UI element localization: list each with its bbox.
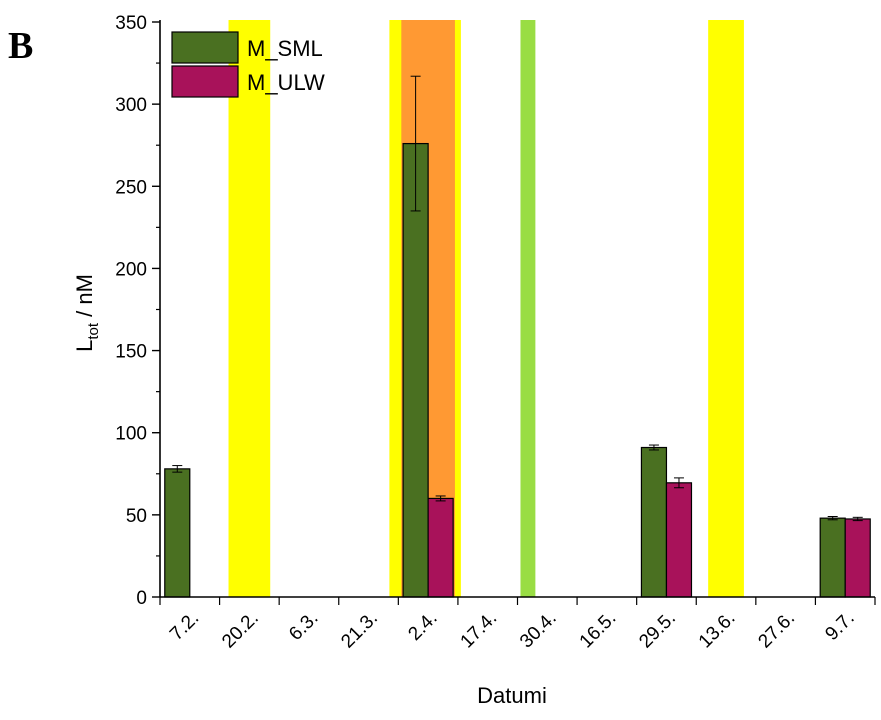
y-tick-label-0: 0 — [136, 588, 147, 609]
legend-label-M_ULW: M_ULW — [247, 70, 325, 95]
y-tick-label-150: 150 — [115, 342, 147, 363]
y-tick-label-200: 200 — [115, 259, 147, 280]
y-tick-label-300: 300 — [115, 95, 147, 116]
y-tick-label-350: 350 — [115, 13, 147, 34]
bar-M_SML-29.5. — [640, 446, 668, 598]
x-tick-label-2.4.: 2.4. — [404, 608, 441, 645]
x-tick-label-7.2.: 7.2. — [166, 608, 203, 645]
y-axis-title-main: L — [72, 340, 97, 352]
bar-M_SML-9.7. — [819, 517, 846, 598]
x-tick-label-9.7.: 9.7. — [821, 608, 858, 645]
y-tick-label-250: 250 — [115, 177, 147, 198]
y-tick-label-100: 100 — [115, 424, 147, 445]
y-axis-title-sub: tot — [85, 322, 102, 340]
bar-M_SML-2.4. — [402, 142, 429, 598]
panel-label: B — [8, 25, 33, 67]
x-axis-title: Datumi — [477, 683, 547, 708]
x-tick-label-29.5.: 29.5. — [635, 608, 680, 653]
y-tick-label-50: 50 — [126, 506, 147, 527]
legend-label-M_SML: M_SML — [247, 36, 323, 61]
highlight-band-0 — [228, 20, 271, 597]
bar-M_ULW-9.7. — [844, 518, 871, 598]
bar-M_SML-7.2. — [164, 468, 191, 598]
x-tick-label-20.2.: 20.2. — [218, 608, 263, 653]
y-axis-title: Ltot / nM — [72, 274, 102, 352]
x-tick-label-17.4.: 17.4. — [457, 608, 502, 653]
legend-swatch-M_SML — [171, 31, 239, 64]
bar-M_ULW-29.5. — [665, 482, 693, 598]
legend: M_SML M_ULW — [171, 31, 325, 98]
highlight-band-3 — [520, 20, 536, 597]
x-tick-label-13.6.: 13.6. — [695, 608, 740, 653]
highlight-band-4 — [708, 20, 744, 597]
x-tick-label-6.3.: 6.3. — [285, 608, 322, 645]
x-tick-label-30.4.: 30.4. — [516, 608, 561, 653]
y-axis-title-rest: / nM — [72, 274, 97, 323]
bar-M_ULW-2.4. — [427, 497, 454, 598]
x-tick-label-16.5.: 16.5. — [576, 608, 621, 653]
x-tick-label-27.6.: 27.6. — [754, 608, 799, 653]
legend-swatch-M_ULW — [171, 65, 239, 98]
x-tick-label-21.3.: 21.3. — [337, 608, 382, 653]
